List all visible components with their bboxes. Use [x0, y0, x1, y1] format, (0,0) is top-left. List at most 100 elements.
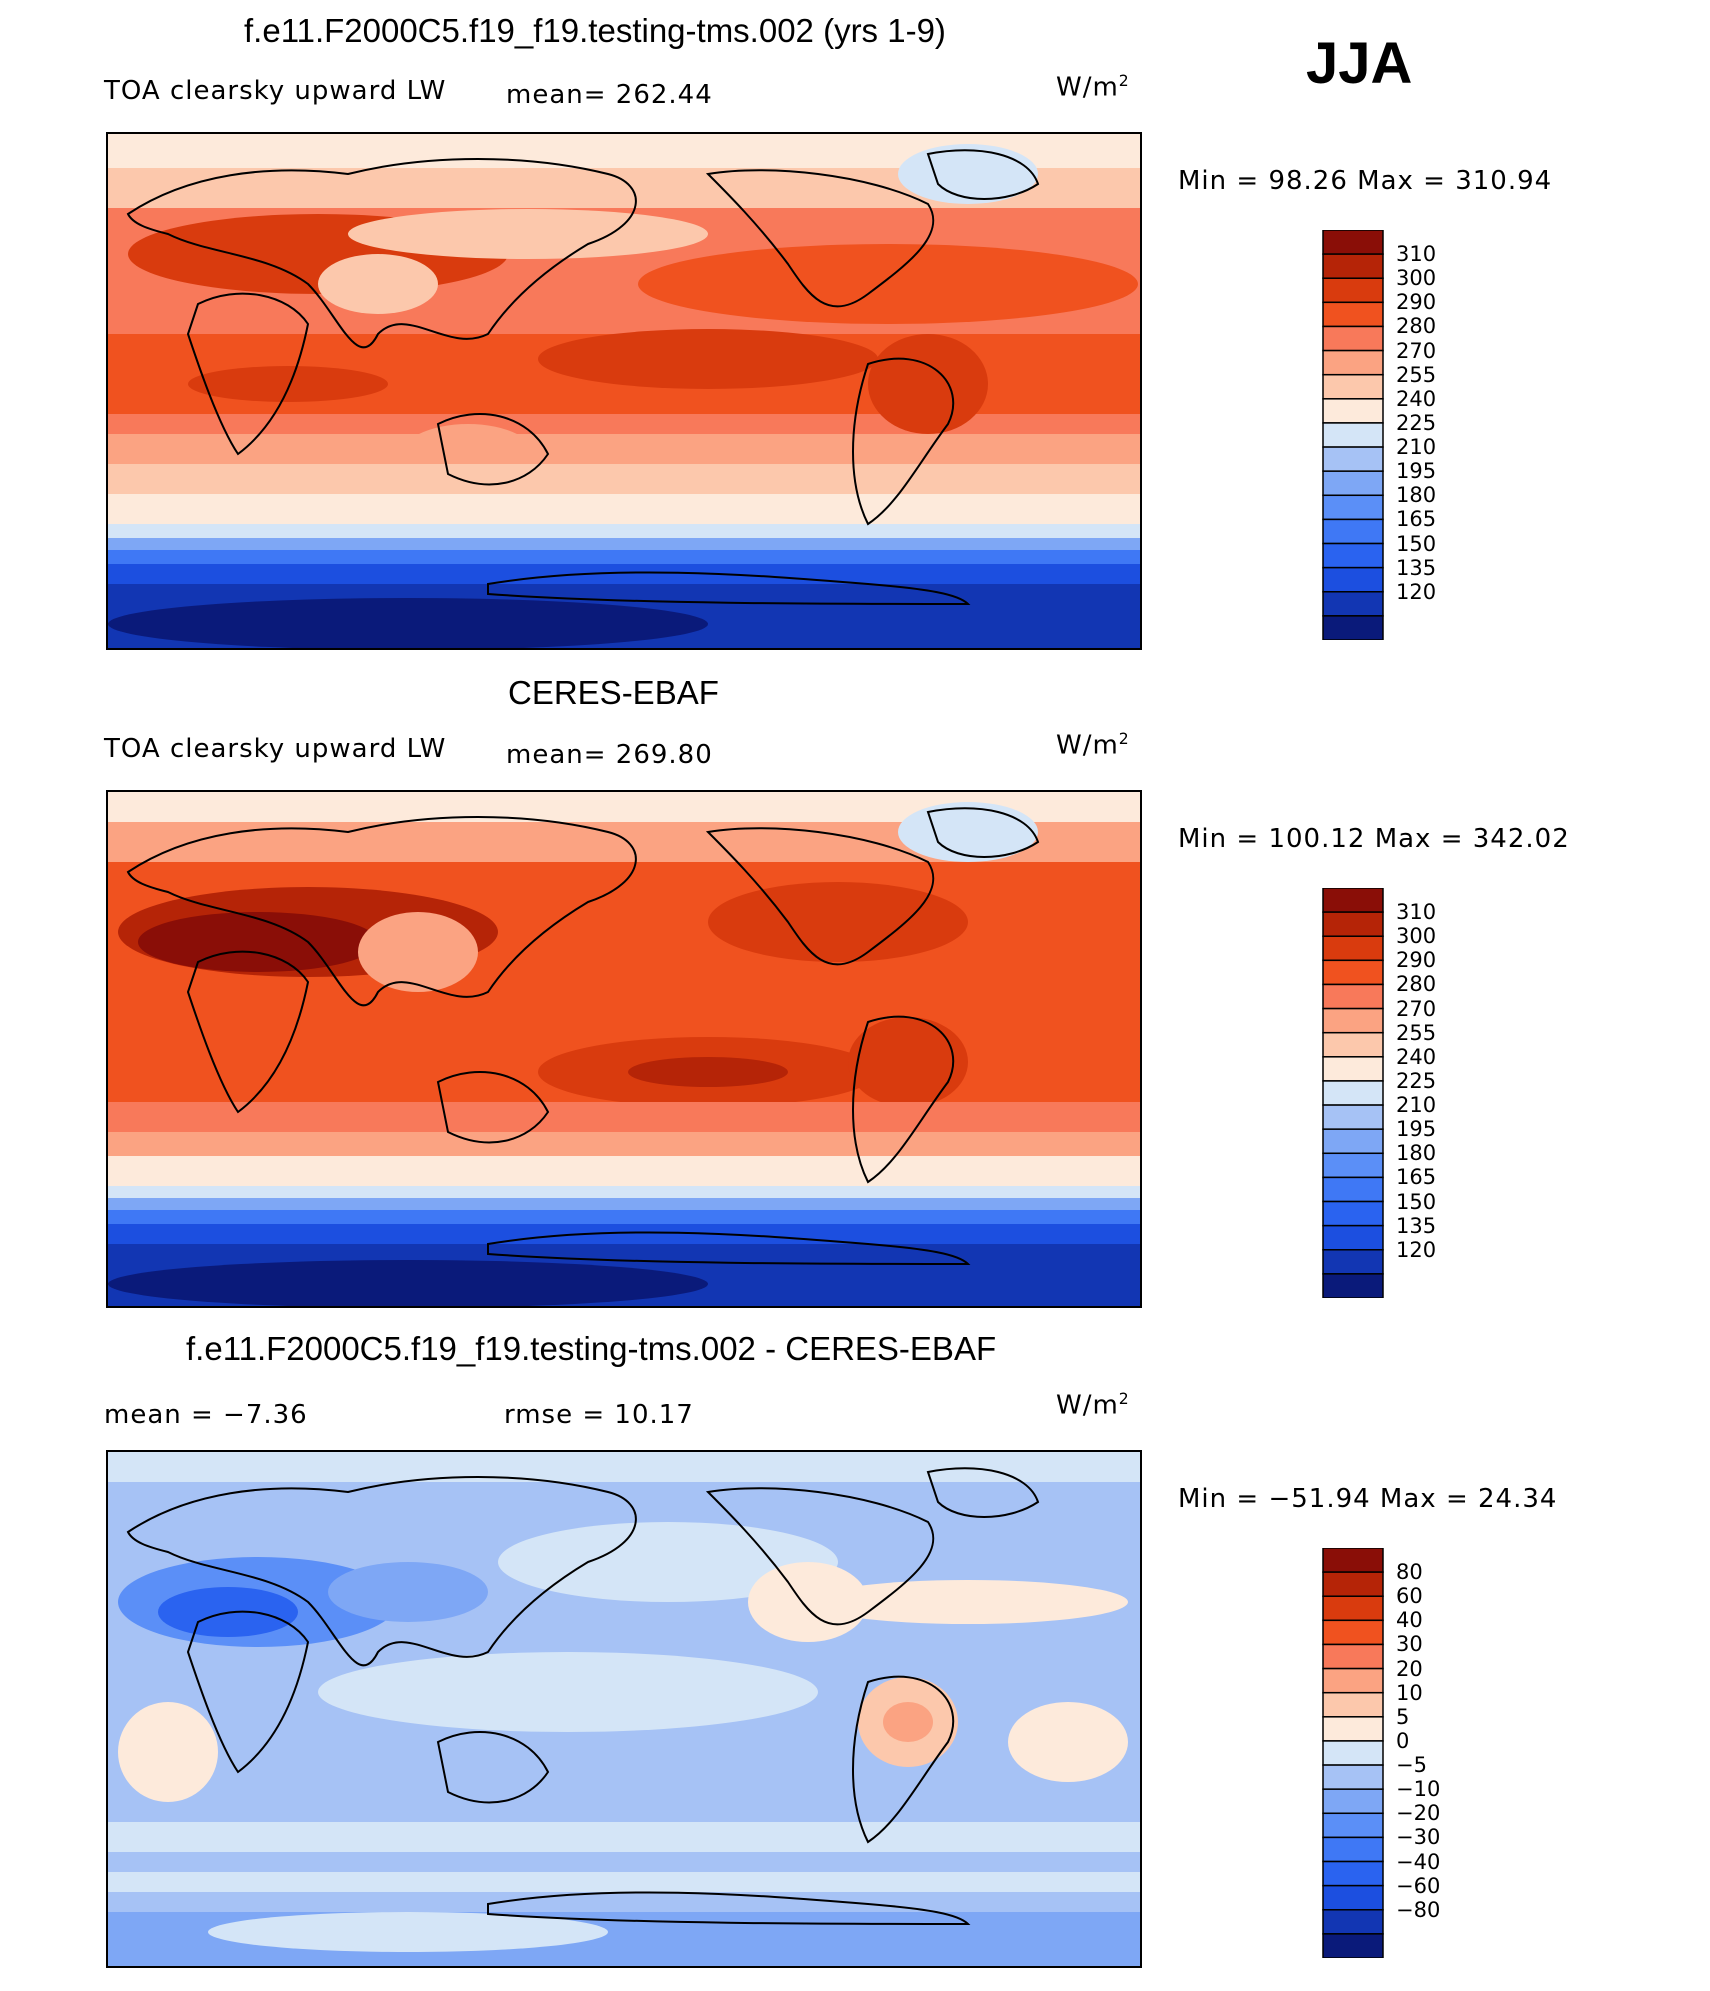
map2-blob	[108, 1260, 708, 1306]
colorbar-swatch	[1322, 1595, 1384, 1622]
panel1-mean-label: mean= 262.44	[506, 80, 713, 110]
colorbar-swatch	[1322, 253, 1384, 279]
panel2-colorbar-svg	[1322, 888, 1384, 1298]
map1-blob	[348, 209, 708, 259]
colorbar-swatch	[1322, 1643, 1384, 1670]
map3-band	[108, 1452, 1140, 1482]
colorbar-tick: 195	[1396, 1117, 1437, 1142]
panel1-colorbar	[1322, 230, 1384, 640]
colorbar-swatch	[1322, 1056, 1384, 1082]
panel2-mean-label: mean= 269.80	[506, 740, 713, 770]
map2-blob	[848, 1017, 968, 1107]
colorbar-tick: 300	[1396, 924, 1437, 949]
panel1-map-svg	[108, 134, 1140, 648]
colorbar-tick: 225	[1396, 410, 1437, 435]
colorbar-swatch	[1322, 1691, 1384, 1718]
map3-blob	[498, 1522, 838, 1602]
map2-blob	[628, 1057, 788, 1087]
colorbar-swatch	[1322, 542, 1384, 569]
colorbar-swatch	[1322, 1104, 1384, 1130]
panel1-units: W/m2	[1056, 72, 1130, 103]
map3-blob	[208, 1912, 608, 1952]
panel3-units: W/m2	[1056, 1390, 1130, 1421]
colorbar-swatch	[1322, 1716, 1384, 1742]
map1-band	[108, 434, 1140, 464]
map3-blob	[328, 1562, 488, 1622]
map1-blob	[898, 144, 1038, 204]
colorbar-tick: 20	[1396, 1656, 1423, 1681]
colorbar-swatch	[1322, 1176, 1384, 1203]
colorbar-tick: −30	[1396, 1825, 1441, 1850]
colorbar-swatch	[1322, 1860, 1384, 1887]
map3-blob	[118, 1702, 218, 1802]
colorbar-swatch	[1322, 1764, 1384, 1790]
panel1-title: f.e11.F2000C5.f19_f19.testing-tms.002 (y…	[244, 12, 946, 49]
colorbar-swatch	[1322, 325, 1384, 352]
colorbar-tick: 135	[1396, 1213, 1437, 1238]
colorbar-swatch	[1322, 566, 1384, 593]
map2-band	[108, 1102, 1140, 1132]
colorbar-swatch	[1322, 277, 1384, 304]
colorbar-swatch	[1322, 301, 1384, 328]
colorbar-tick: 270	[1396, 996, 1437, 1021]
colorbar-swatch	[1322, 446, 1384, 472]
panel2-title: CERES-EBAF	[508, 674, 719, 711]
map2-band	[108, 1198, 1140, 1210]
colorbar-tick: −20	[1396, 1801, 1441, 1826]
map1-blob	[538, 329, 878, 389]
season-label: JJA	[1306, 31, 1413, 96]
colorbar-swatch	[1322, 1812, 1384, 1839]
colorbar-swatch	[1322, 1224, 1384, 1251]
map3-blob	[318, 1652, 818, 1732]
panel3-map-svg	[108, 1452, 1140, 1966]
panel2-map-svg	[108, 792, 1140, 1306]
map2-blob	[358, 912, 478, 992]
map1-blob	[188, 366, 388, 402]
colorbar-swatch	[1322, 349, 1384, 376]
colorbar-swatch	[1322, 398, 1384, 424]
colorbar-tick: −5	[1396, 1753, 1427, 1778]
map1-band	[108, 524, 1140, 538]
colorbar-swatch	[1322, 1548, 1384, 1573]
colorbar-swatch	[1322, 888, 1384, 913]
colorbar-tick: 180	[1396, 1141, 1437, 1166]
colorbar-tick: 210	[1396, 435, 1437, 460]
map2-blob	[138, 912, 378, 972]
colorbar-swatch	[1322, 591, 1384, 617]
panel2-variable-label: TOA clearsky upward LW	[104, 734, 447, 764]
colorbar-tick: 310	[1396, 242, 1437, 267]
panel3-colorbar	[1322, 1548, 1384, 1958]
colorbar-tick: 150	[1396, 531, 1437, 556]
panel1-variable-label: TOA clearsky upward LW	[104, 76, 447, 106]
colorbar-swatch	[1322, 1933, 1384, 1958]
colorbar-swatch	[1322, 1667, 1384, 1694]
colorbar-tick: 135	[1396, 555, 1437, 580]
panel2-minmax: Min = 100.12 Max = 342.02	[1178, 824, 1570, 854]
colorbar-tick: 210	[1396, 1093, 1437, 1118]
colorbar-swatch	[1322, 230, 1384, 255]
map2-band	[108, 1224, 1140, 1244]
map2-coastlines	[126, 807, 1040, 1266]
map2-band	[108, 1186, 1140, 1198]
map1-coastlines	[126, 149, 1040, 606]
map2-band	[108, 1156, 1140, 1186]
map1-band	[108, 550, 1140, 564]
colorbar-tick: −80	[1396, 1897, 1441, 1922]
map1-blob	[318, 254, 438, 314]
colorbar-tick: 255	[1396, 1020, 1437, 1045]
colorbar-tick: 165	[1396, 507, 1437, 532]
map3-coastlines	[126, 1467, 1040, 1926]
map1-band	[108, 564, 1140, 584]
colorbar-tick: 310	[1396, 900, 1437, 925]
panel3-rmse-label: rmse = 10.17	[504, 1400, 694, 1430]
colorbar-swatch	[1322, 1200, 1384, 1227]
colorbar-tick: 290	[1396, 290, 1437, 315]
colorbar-swatch	[1322, 1080, 1384, 1106]
colorbar-tick: 120	[1396, 579, 1437, 604]
colorbar-swatch	[1322, 1836, 1384, 1863]
panel1-minmax: Min = 98.26 Max = 310.94	[1178, 166, 1553, 196]
colorbar-swatch	[1322, 615, 1384, 640]
colorbar-tick: 255	[1396, 362, 1437, 387]
map1-band	[108, 464, 1140, 494]
colorbar-swatch	[1322, 1740, 1384, 1766]
